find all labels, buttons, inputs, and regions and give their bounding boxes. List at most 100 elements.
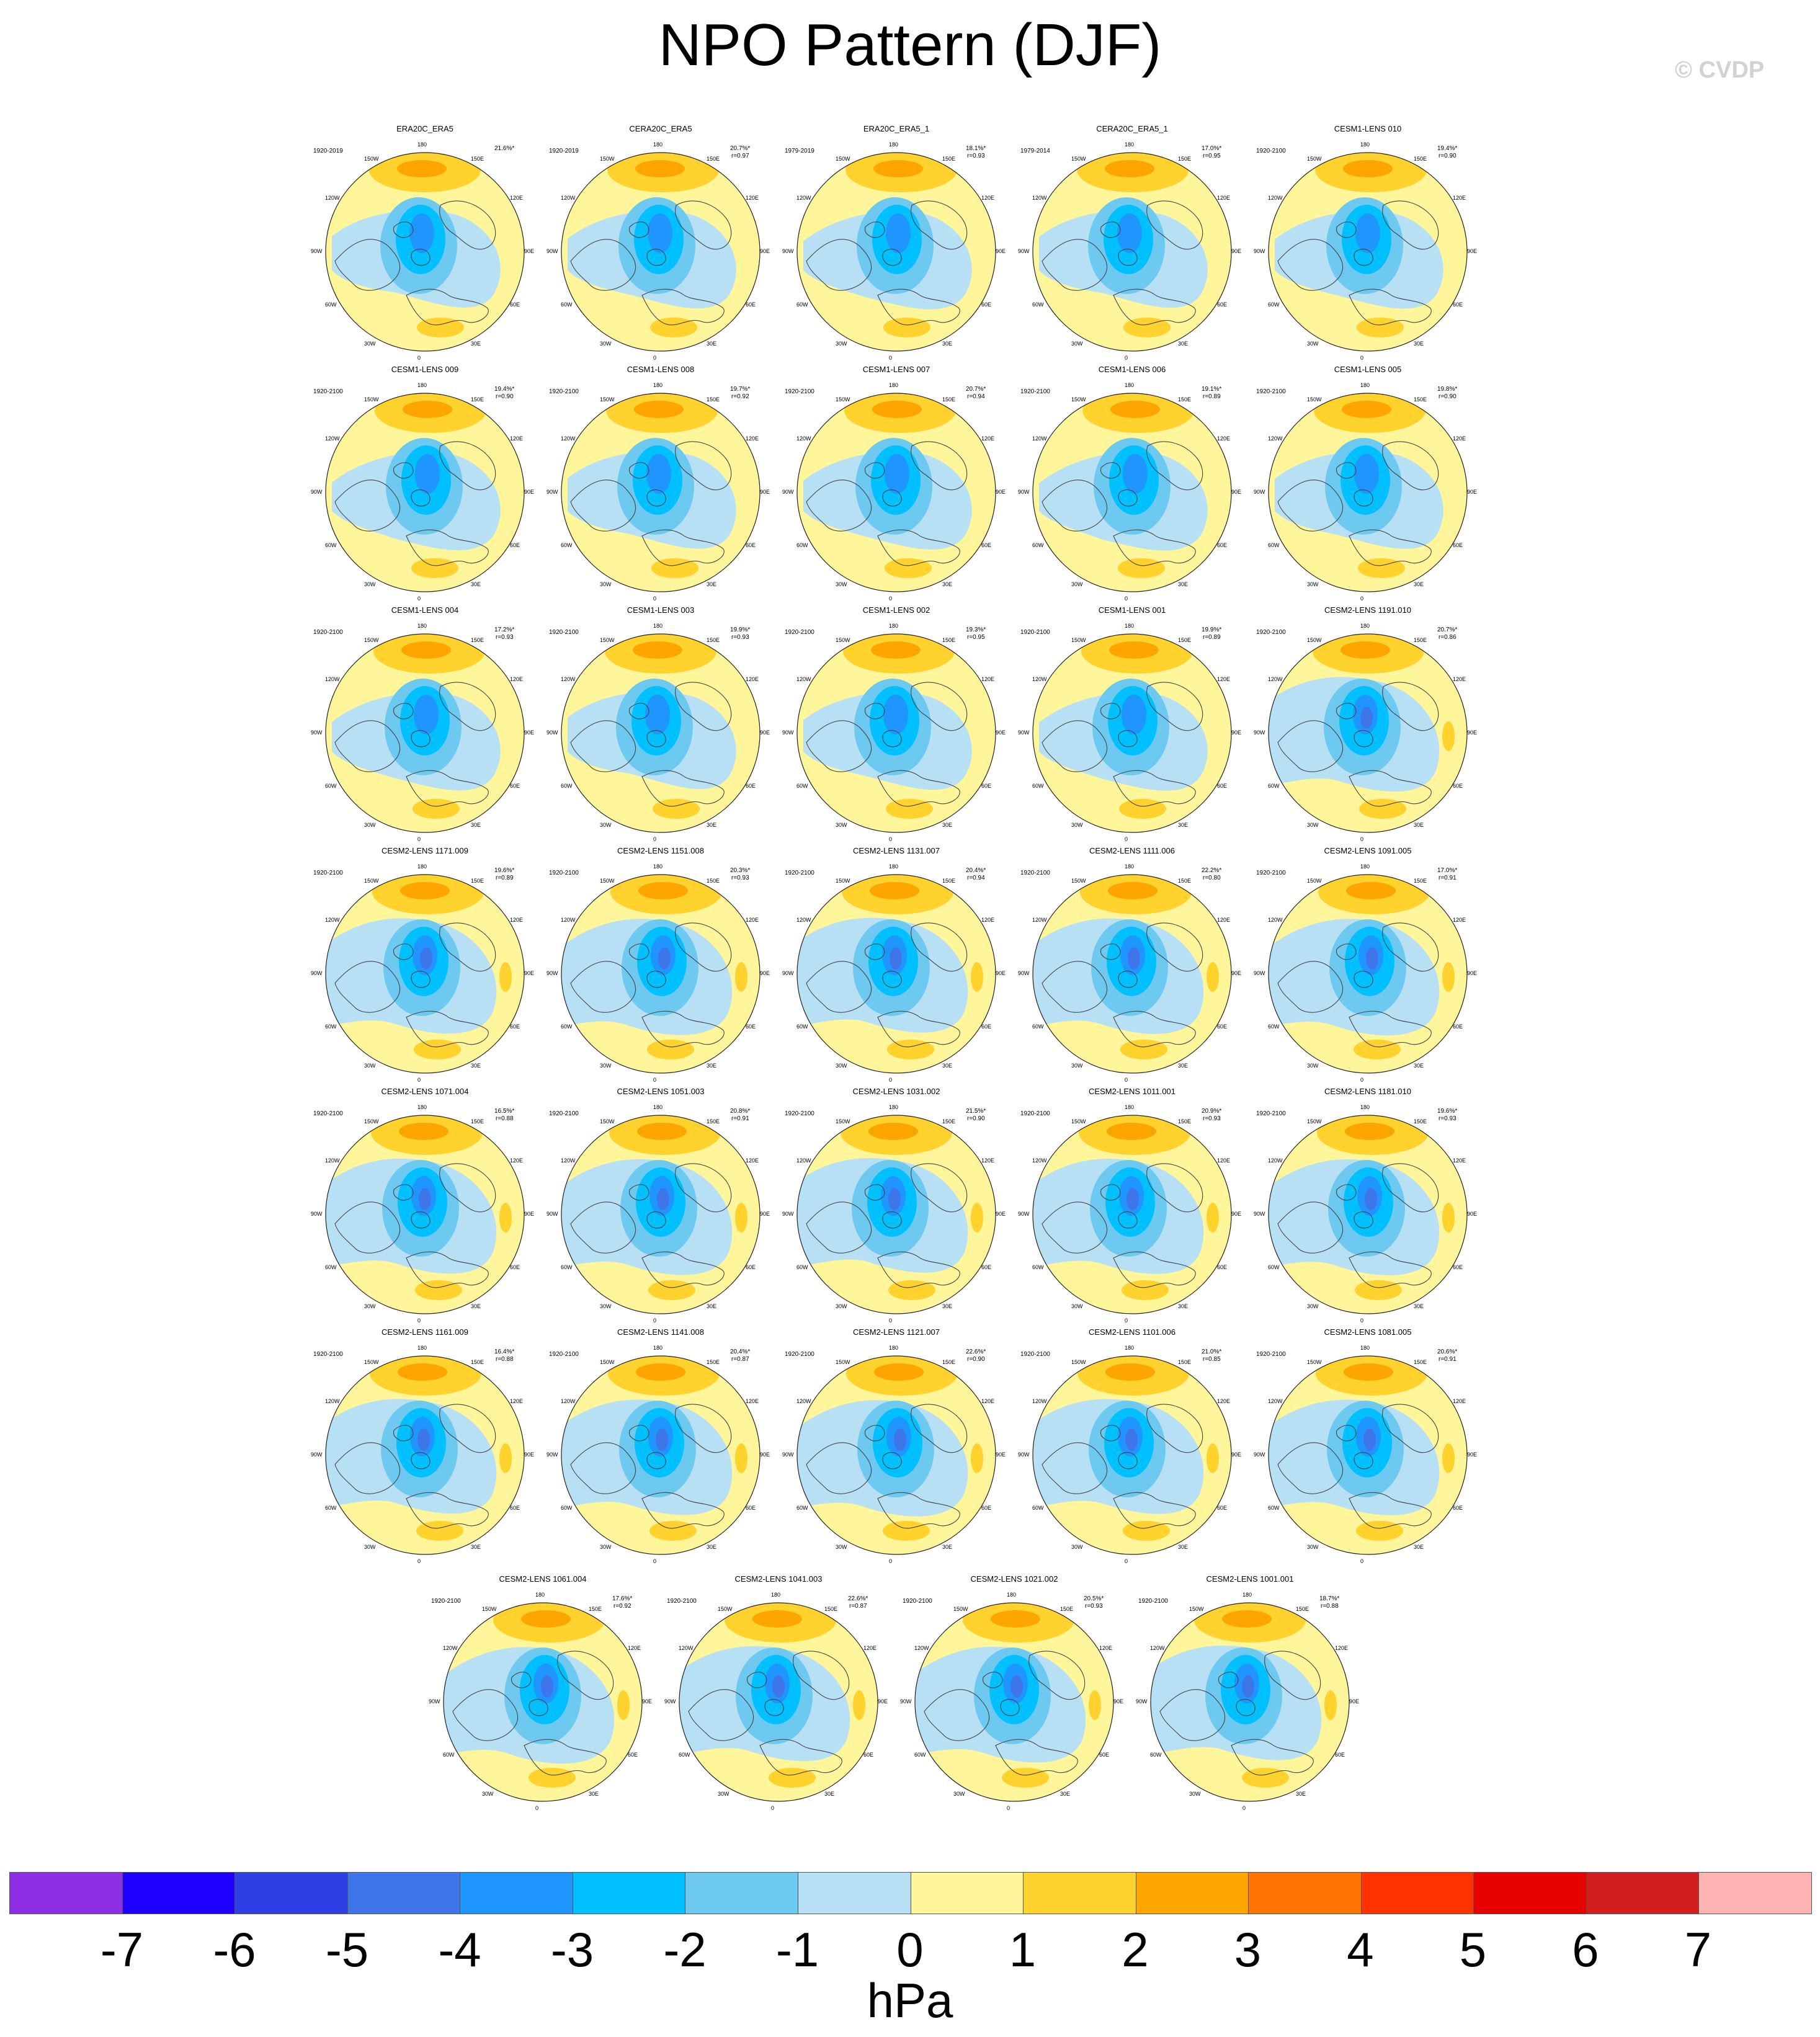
panel-title: CESM1-LENS 009: [391, 365, 459, 374]
longitude-label: 60W: [1032, 301, 1044, 308]
panel-years: 1920-2100: [549, 629, 579, 636]
panel-pattern-correlation: r=0.86: [1439, 634, 1456, 641]
longitude-label: 120E: [981, 435, 994, 442]
panel-pattern-correlation: r=0.95: [967, 634, 985, 641]
map-panel: CESM2-LENS 1051.003 1920-2100 20.8%* r=0.91…: [543, 1087, 778, 1341]
panel-years: 1920-2100: [313, 1351, 343, 1358]
longitude-label: 60W: [1268, 301, 1280, 308]
longitude-label: 120E: [1216, 195, 1230, 201]
longitude-label: 120W: [796, 195, 811, 201]
map-panel: CESM2-LENS 1171.009 1920-2100 19.6%* r=0.89…: [307, 846, 543, 1100]
panel-variance-pct: 20.7%*: [966, 386, 986, 393]
map-panel: CESM2-LENS 1031.002 1920-2100 21.5%* r=0.90…: [778, 1087, 1014, 1341]
longitude-label: 90E: [1231, 1211, 1242, 1217]
longitude-label: 90W: [782, 248, 794, 254]
longitude-label: 60W: [679, 1752, 690, 1758]
map-panel: CESM2-LENS 1081.005 1920-2100 20.6%* r=0.91…: [1250, 1327, 1486, 1582]
panel-pattern-correlation: r=0.92: [731, 393, 749, 400]
longitude-label: 90W: [546, 248, 558, 254]
longitude-label: 90W: [1018, 729, 1030, 736]
panel-variance-pct: 19.4%*: [494, 386, 515, 393]
longitude-label: 60W: [1032, 1505, 1044, 1511]
longitude-label: 60E: [509, 1264, 520, 1270]
longitude-label: 120E: [509, 195, 523, 201]
panel-years: 1920-2100: [431, 1598, 461, 1605]
longitude-label: 90W: [1018, 1451, 1030, 1458]
map-boundary: [1268, 152, 1468, 352]
longitude-label: 90E: [1231, 729, 1242, 736]
longitude-label: 30W: [364, 1543, 376, 1550]
longitude-label: 180: [1360, 382, 1370, 388]
polar-map: [1032, 874, 1232, 1074]
panel-pattern-correlation: r=0.93: [967, 153, 985, 159]
longitude-label: 90E: [760, 1451, 770, 1458]
panel-pattern-correlation: r=0.91: [1439, 875, 1456, 881]
colorbar-tick-label: 0: [896, 1922, 924, 1977]
longitude-label: 180: [417, 623, 427, 629]
longitude-label: 90W: [782, 1451, 794, 1458]
polar-map: [1150, 1602, 1350, 1802]
longitude-label: 180: [1360, 141, 1370, 148]
longitude-label: 90E: [1349, 1698, 1360, 1705]
map-boundary: [1032, 874, 1232, 1074]
map-boundary: [325, 1355, 525, 1555]
longitude-label: 150W: [836, 1359, 850, 1366]
longitude-label: 120E: [981, 676, 994, 682]
panel-pattern-correlation: r=0.95: [1203, 153, 1221, 159]
positive-anomaly-center: [1354, 1040, 1401, 1059]
negative-anomaly-core: [1010, 1675, 1023, 1698]
positive-anomaly-core: [1342, 401, 1391, 418]
map-panel: CESM2-LENS 1011.001 1920-2100 20.9%* r=0.93…: [1014, 1087, 1250, 1341]
panel-pattern-correlation: r=0.90: [967, 1115, 985, 1122]
panel-title: CESM2-LENS 1151.008: [617, 846, 704, 855]
negative-anomaly-core: [1354, 454, 1379, 494]
colorbar-box: [1361, 1873, 1474, 1914]
longitude-label: 120W: [561, 676, 576, 682]
longitude-label: 150W: [718, 1606, 733, 1613]
longitude-label: 150W: [836, 156, 850, 163]
longitude-label: 120W: [1032, 1398, 1047, 1404]
map-panel: CESM2-LENS 1041.003 1920-2100 22.6%* r=0.87…: [661, 1574, 896, 1829]
positive-anomaly-core: [635, 160, 685, 177]
longitude-label: 150E: [1414, 156, 1427, 163]
coastlines: [1277, 200, 1439, 326]
longitude-label: 150E: [707, 878, 720, 885]
longitude-label: 60E: [745, 783, 756, 789]
longitude-label: 60W: [1268, 1264, 1280, 1270]
longitude-label: 150E: [471, 156, 484, 163]
map-boundary: [325, 1115, 525, 1314]
panel-years: 1920-2100: [1138, 1598, 1168, 1605]
positive-anomaly-center: [499, 962, 512, 992]
colorbar-box: [235, 1873, 348, 1914]
longitude-label: 30E: [471, 821, 481, 828]
panel-title: CESM2-LENS 1101.006: [1089, 1327, 1175, 1337]
longitude-label: 30W: [600, 1543, 612, 1550]
positive-anomaly-core: [752, 1610, 802, 1628]
longitude-label: 150E: [1178, 156, 1192, 163]
longitude-label: 120E: [745, 917, 759, 923]
polar-map: [561, 1115, 761, 1314]
map-boundary: [325, 393, 525, 592]
panel-pattern-correlation: r=0.90: [1439, 153, 1456, 159]
map-boundary: [443, 1602, 643, 1802]
panel-pattern-correlation: r=0.88: [496, 1356, 514, 1363]
positive-anomaly-core: [634, 401, 684, 418]
positive-anomaly-core: [1343, 160, 1393, 177]
longitude-label: 0: [1360, 595, 1364, 602]
negative-anomaly-core: [420, 947, 432, 969]
longitude-label: 30W: [600, 821, 612, 828]
panel-years: 1920-2100: [549, 388, 579, 395]
longitude-label: 90W: [311, 248, 323, 254]
positive-anomaly-core: [398, 1363, 447, 1381]
longitude-label: 30W: [600, 1062, 612, 1069]
panel-years: 1920-2100: [1256, 629, 1286, 636]
longitude-label: 90E: [1113, 1698, 1124, 1705]
longitude-label: 90E: [996, 248, 1006, 254]
longitude-label: 60W: [561, 783, 573, 789]
longitude-label: 60E: [745, 1023, 756, 1030]
longitude-label: 0: [1125, 1317, 1128, 1324]
longitude-label: 30E: [824, 1790, 835, 1797]
positive-anomaly-center: [647, 1040, 694, 1059]
longitude-label: 180: [1360, 1345, 1370, 1351]
panel-variance-pct: 19.4%*: [1437, 145, 1458, 152]
